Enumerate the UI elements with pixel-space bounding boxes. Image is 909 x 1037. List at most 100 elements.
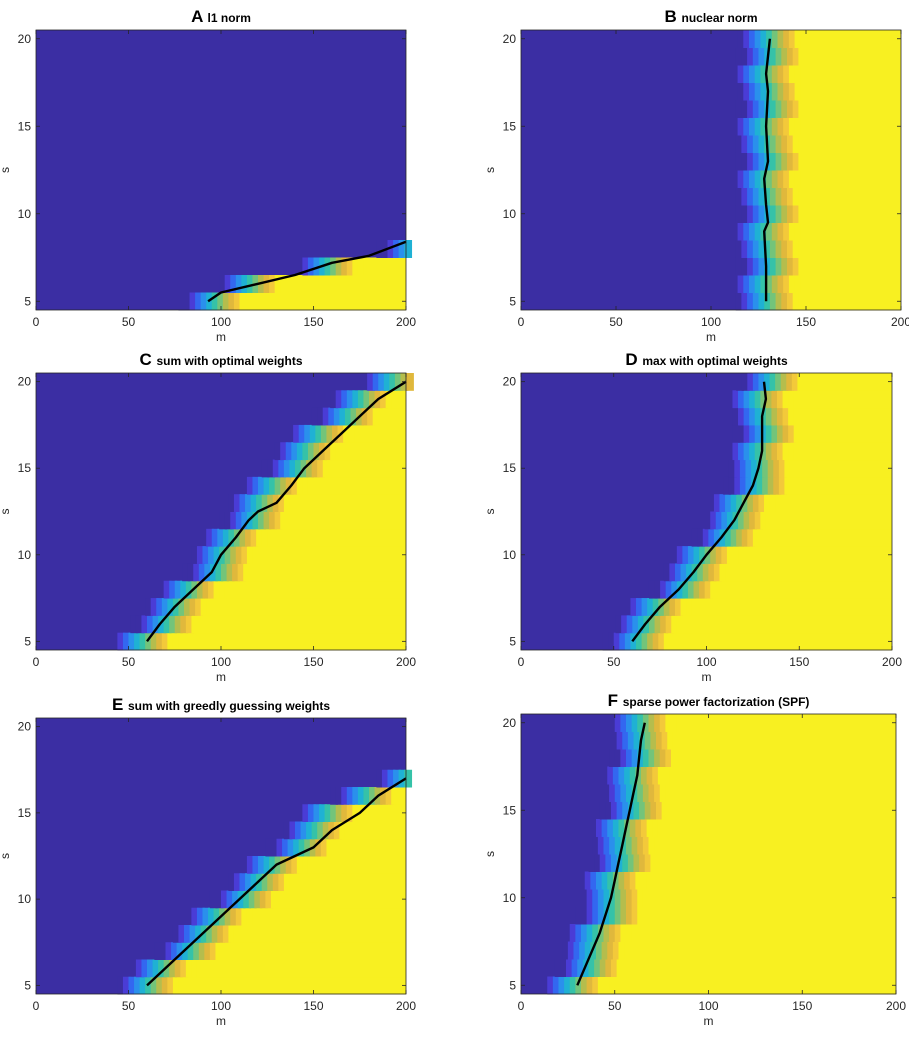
heatmap-cell xyxy=(289,459,298,478)
heatmap-cell xyxy=(641,632,650,651)
heatmap-cell xyxy=(613,632,622,651)
y-tick-label: 5 xyxy=(24,294,31,308)
heatmap-cell xyxy=(261,459,270,478)
heatmap-cell xyxy=(204,563,213,582)
x-axis-label: m xyxy=(706,330,716,344)
y-tick-label: 15 xyxy=(18,461,32,475)
heatmap-cell xyxy=(791,373,800,391)
heatmap-cell xyxy=(671,714,679,732)
heatmap-cell xyxy=(794,117,803,136)
y-tick-label: 10 xyxy=(503,891,517,905)
heatmap-cell xyxy=(569,976,578,995)
heatmap-cell xyxy=(619,632,628,651)
x-tick-label: 150 xyxy=(303,655,323,669)
heatmap-cell xyxy=(621,615,630,634)
heatmap-cell xyxy=(783,65,792,83)
heatmap-cell xyxy=(252,511,261,530)
heatmap-cell xyxy=(135,959,144,978)
heatmap-cell xyxy=(620,836,629,855)
heatmap-cell xyxy=(783,30,792,48)
x-tick-label: 150 xyxy=(796,315,816,329)
heatmap-cell xyxy=(738,511,746,530)
heatmap-cell xyxy=(758,152,767,171)
heatmap-cell xyxy=(217,292,226,311)
heatmap-cell xyxy=(193,942,202,960)
success-region xyxy=(624,941,896,960)
heatmap-cell xyxy=(296,476,305,495)
heatmap-cell xyxy=(778,476,787,495)
heatmap-cell xyxy=(660,615,669,634)
heatmap-cell xyxy=(648,784,657,802)
heatmap-cell xyxy=(735,292,744,311)
heatmap-cell xyxy=(792,257,801,276)
success-region xyxy=(637,906,896,925)
heatmap-cell xyxy=(758,187,767,206)
heatmap-cell xyxy=(597,889,606,907)
heatmap-cell xyxy=(743,65,752,83)
heatmap-cell xyxy=(771,65,780,83)
heatmap-cell xyxy=(775,100,784,118)
heatmap-cell xyxy=(269,275,277,293)
heatmap-cell xyxy=(747,257,756,276)
x-tick-label: 0 xyxy=(518,655,525,669)
heatmap-cell xyxy=(291,476,300,495)
heatmap-cell xyxy=(246,476,255,495)
y-tick-label: 15 xyxy=(18,119,32,133)
success-region xyxy=(326,838,406,857)
heatmap-cell xyxy=(764,257,773,276)
heatmap-cell xyxy=(602,632,611,651)
heatmap-cell xyxy=(599,959,608,977)
heatmap-cell xyxy=(754,65,763,83)
heatmap-cell xyxy=(788,65,797,83)
heatmap-cell xyxy=(652,598,661,616)
heatmap-cell xyxy=(208,907,216,926)
heatmap-cell xyxy=(671,580,680,599)
heatmap-cell xyxy=(669,598,678,616)
heatmap-cell xyxy=(394,373,403,391)
success-region xyxy=(280,275,406,293)
heatmap-cell xyxy=(752,187,761,206)
heatmap-cell xyxy=(738,424,746,443)
success-region xyxy=(671,749,896,767)
heatmap-cell xyxy=(328,407,337,426)
heatmap-cell xyxy=(788,407,797,426)
heatmap-cell xyxy=(291,442,300,461)
heatmap-cell xyxy=(302,476,311,495)
phase-boundary-line xyxy=(207,240,407,303)
heatmap-cell xyxy=(737,117,746,136)
heatmap-cell xyxy=(603,924,612,942)
panel-title: E sum with greedly guessing weights xyxy=(112,695,330,714)
heatmap-cell xyxy=(710,511,719,530)
heatmap-cell xyxy=(209,563,218,582)
x-tick-label: 200 xyxy=(396,655,416,669)
heatmap-cell xyxy=(671,615,680,634)
heatmap-cell xyxy=(152,615,161,634)
heatmap-cell xyxy=(663,598,672,616)
heatmap-cell xyxy=(352,804,361,822)
heatmap-cell xyxy=(775,135,784,153)
heatmap-cell xyxy=(128,632,137,651)
heatmap-cell xyxy=(256,494,265,512)
panel-f: 0 50 100 150 200 5 10 15 20 m s F sparse power fact… xyxy=(483,691,906,1028)
heatmap-cell xyxy=(295,821,303,840)
heatmap-cell xyxy=(182,942,191,960)
heatmap-cell xyxy=(635,819,644,837)
heatmap-cell xyxy=(775,205,784,223)
heatmap-cell xyxy=(771,424,780,443)
success-region xyxy=(800,275,901,293)
heatmap-cell xyxy=(363,390,372,409)
heatmap-cell xyxy=(713,494,722,512)
heatmap-cell xyxy=(577,959,586,977)
heatmap-cell xyxy=(558,976,567,995)
success-region xyxy=(738,546,892,564)
heatmap-cell xyxy=(246,546,255,564)
panel-letter: F xyxy=(608,691,623,710)
x-tick-label: 100 xyxy=(696,655,716,669)
heatmap-cell xyxy=(794,170,803,188)
heatmap-cell xyxy=(665,749,674,767)
heatmap-cell xyxy=(233,494,242,512)
heatmap-cell xyxy=(307,804,316,822)
heatmap-cell xyxy=(752,135,761,153)
success-region xyxy=(307,476,406,495)
success-region xyxy=(289,494,406,512)
